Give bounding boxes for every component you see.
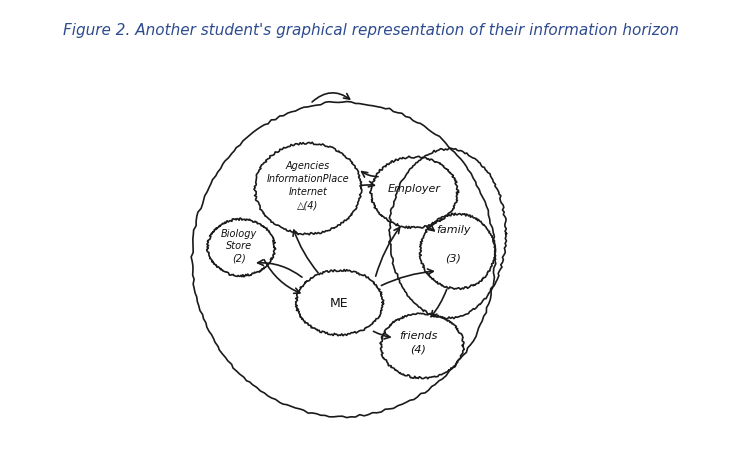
Text: family

(3): family (3) bbox=[436, 225, 471, 263]
Text: Agencies
InformationPlace
Internet
△(4): Agencies InformationPlace Internet △(4) bbox=[267, 160, 349, 210]
Text: Figure 2. Another student's graphical representation of their information horizo: Figure 2. Another student's graphical re… bbox=[63, 23, 679, 38]
Text: Biology
Store
(2): Biology Store (2) bbox=[221, 229, 257, 263]
Text: ME: ME bbox=[330, 297, 349, 309]
Text: friends
(4): friends (4) bbox=[399, 330, 437, 353]
Text: Employer: Employer bbox=[388, 184, 441, 194]
